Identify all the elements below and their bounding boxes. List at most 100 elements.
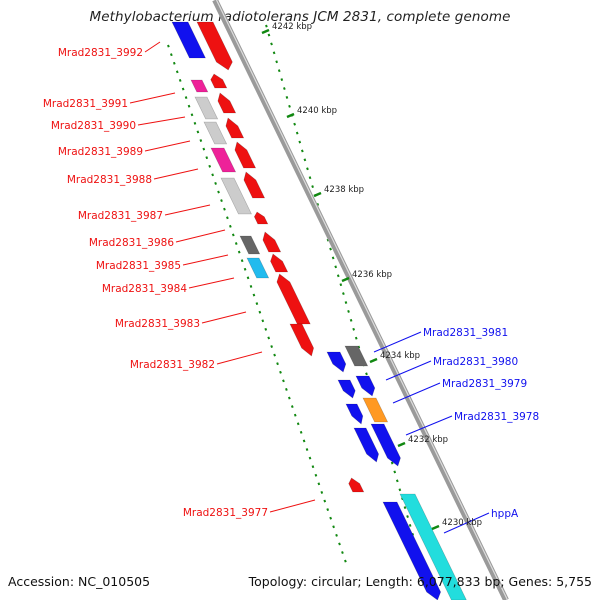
tick-dot [275,60,279,64]
tick-dot [276,362,279,366]
scale-tick [313,191,322,198]
tick-dot [341,551,344,554]
tick-dot [338,542,341,546]
gene-leader-line [175,229,226,243]
tick-dot [403,506,407,510]
tick-dot [365,372,368,376]
tick-dot [408,523,412,527]
tick-dot [234,242,238,245]
accession-label: Accession: NC_010505 [8,574,151,589]
tick-dot [280,78,284,82]
left-gene-labels: Mrad2831_3992 Mrad2831_3991 Mrad2831_3990 M… [43,41,316,519]
gene-label: Mrad2831_3983 [115,318,200,330]
tick-dot [300,149,304,153]
tick-dot [172,61,176,65]
gene-feature [353,427,379,463]
gene-feature [262,231,282,253]
tick-dot [395,479,399,483]
tick-dot [302,439,306,443]
gene-feature [220,177,252,215]
tick-dot [296,422,300,426]
gene-leader-line [385,360,432,381]
tick-dot [349,318,353,322]
tick-dot [187,104,191,108]
scale-tick [341,276,350,283]
tick-dot [293,122,296,126]
gene-leader-line [164,204,211,216]
tick-dot [270,42,273,46]
tick-dot [323,499,327,503]
tick-dot [231,233,235,237]
tick-dot [306,167,309,171]
tick-dot [217,190,220,194]
tick-dot [317,482,321,486]
scale-tick [286,112,295,119]
tick-dot [314,473,318,477]
tick-dot [175,70,179,74]
tick-dot [326,508,330,512]
gene-leader-line [153,168,199,180]
scale-tick [397,441,406,448]
tick-dot [226,216,229,220]
scale-tick-label: 4230 kbp [442,518,482,528]
gene-label: Mrad2831_3980 [433,356,518,368]
gene-feature [326,351,347,373]
tick-dot [205,156,209,160]
tick-dot [357,345,361,349]
gene-feature [276,273,311,325]
gene-label: Mrad2831_3992 [58,47,143,59]
gene-feature [225,117,245,139]
gene-feature [399,493,467,600]
gene-feature [196,21,233,71]
tick-dot [196,130,200,134]
gene-feature [362,397,389,423]
gene-leader-line [373,331,422,353]
tick-dot [267,33,271,37]
gene-feature [194,96,219,120]
tick-dot [303,158,307,162]
gene-label: Mrad2831_3990 [51,120,136,132]
gene-leader-line [137,116,186,126]
genome-summary: Topology: circular; Length: 6,077,833 bp… [248,574,592,589]
tick-dot [261,319,265,323]
tick-dot [208,164,212,168]
tick-dot [229,224,232,228]
gene-feature [243,171,266,199]
tick-dot [393,470,397,474]
tick-dot [334,265,338,269]
gene-label: Mrad2831_3977 [183,507,268,519]
gene-leader-line [144,140,191,152]
gene-feature [382,501,441,600]
gene-feature [270,253,289,273]
gene-feature [217,92,237,114]
tick-dot [344,559,347,563]
backbone-line [212,0,509,600]
tick-dot [326,238,330,242]
gene-leader-line [392,382,441,404]
genome-backbone [212,0,509,600]
tick-dot [298,140,302,144]
gene-label: hppA [491,508,519,520]
gene-label: Mrad2831_3979 [442,378,527,390]
tick-dot [290,405,294,409]
tick-dot [320,490,324,494]
gene-feature [171,21,206,59]
gene-leader-line [201,311,247,324]
tick-dot [270,345,273,348]
gene-label: Mrad2831_3985 [96,260,181,272]
tick-dot [288,104,291,108]
right-gene-labels: Mrad2831_3981 Mrad2831_3980 Mrad2831_3979 M… [373,327,539,534]
gene-label: Mrad2831_3986 [89,237,174,249]
tick-dot [167,44,170,48]
tick-dot [311,465,315,469]
scale-tick-label: 4242 kbp [272,22,312,32]
scale-tick-label: 4236 kbp [352,270,392,280]
tick-dot [264,327,268,331]
gene-leader-line [188,277,235,289]
tick-dot [277,69,281,73]
tick-dot [305,448,309,451]
tick-dot [308,176,312,180]
gene-leader-line [216,351,263,365]
tick-dot [316,202,320,206]
